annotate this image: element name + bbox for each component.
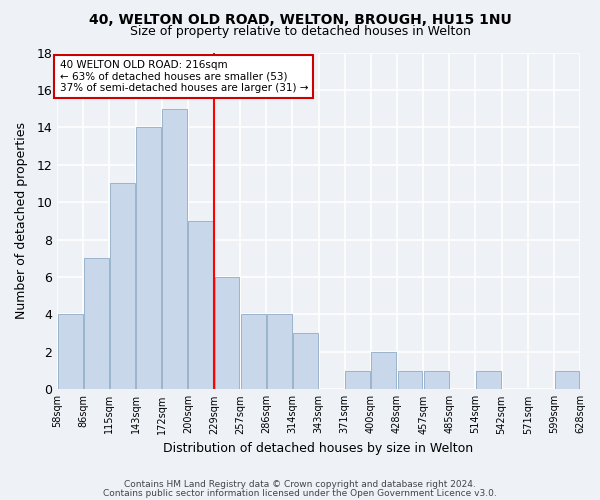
Bar bbox=[424, 370, 449, 390]
Bar bbox=[188, 221, 213, 390]
Text: 40 WELTON OLD ROAD: 216sqm
← 63% of detached houses are smaller (53)
37% of semi: 40 WELTON OLD ROAD: 216sqm ← 63% of deta… bbox=[59, 60, 308, 93]
X-axis label: Distribution of detached houses by size in Welton: Distribution of detached houses by size … bbox=[163, 442, 473, 455]
Text: Size of property relative to detached houses in Welton: Size of property relative to detached ho… bbox=[130, 25, 470, 38]
Bar bbox=[58, 314, 83, 390]
Bar bbox=[554, 370, 580, 390]
Bar bbox=[398, 370, 422, 390]
Bar bbox=[110, 184, 135, 390]
Bar bbox=[241, 314, 266, 390]
Bar bbox=[371, 352, 397, 390]
Bar bbox=[293, 333, 318, 390]
Text: Contains public sector information licensed under the Open Government Licence v3: Contains public sector information licen… bbox=[103, 488, 497, 498]
Bar bbox=[267, 314, 292, 390]
Bar bbox=[215, 277, 239, 390]
Y-axis label: Number of detached properties: Number of detached properties bbox=[15, 122, 28, 320]
Text: 40, WELTON OLD ROAD, WELTON, BROUGH, HU15 1NU: 40, WELTON OLD ROAD, WELTON, BROUGH, HU1… bbox=[89, 12, 511, 26]
Bar bbox=[346, 370, 370, 390]
Bar bbox=[84, 258, 109, 390]
Bar bbox=[476, 370, 501, 390]
Bar bbox=[136, 128, 161, 390]
Bar bbox=[163, 108, 187, 390]
Text: Contains HM Land Registry data © Crown copyright and database right 2024.: Contains HM Land Registry data © Crown c… bbox=[124, 480, 476, 489]
